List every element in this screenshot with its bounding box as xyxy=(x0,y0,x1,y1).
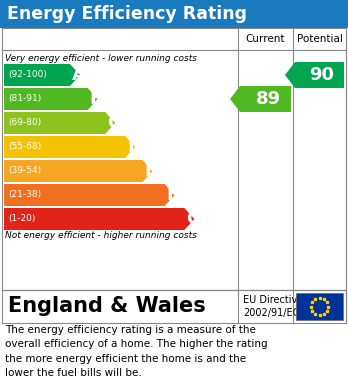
Text: F: F xyxy=(167,186,179,204)
Polygon shape xyxy=(4,208,195,230)
Text: (81-91): (81-91) xyxy=(8,95,41,104)
Text: Not energy efficient - higher running costs: Not energy efficient - higher running co… xyxy=(5,231,197,240)
Polygon shape xyxy=(4,88,97,110)
Text: (55-68): (55-68) xyxy=(8,142,41,151)
Text: England & Wales: England & Wales xyxy=(8,296,206,316)
Text: Very energy efficient - lower running costs: Very energy efficient - lower running co… xyxy=(5,54,197,63)
Polygon shape xyxy=(230,86,291,112)
Text: EU Directive
2002/91/EC: EU Directive 2002/91/EC xyxy=(243,295,303,318)
Text: B: B xyxy=(89,90,103,108)
Bar xyxy=(0,0,348,28)
Text: 89: 89 xyxy=(255,90,280,108)
Text: (39-54): (39-54) xyxy=(8,167,41,176)
Text: G: G xyxy=(187,210,201,228)
Polygon shape xyxy=(4,64,80,86)
Polygon shape xyxy=(4,184,175,206)
Text: (21-38): (21-38) xyxy=(8,190,41,199)
Polygon shape xyxy=(4,160,153,182)
Text: (92-100): (92-100) xyxy=(8,70,47,79)
Text: (69-80): (69-80) xyxy=(8,118,41,127)
Bar xyxy=(2,290,346,323)
Polygon shape xyxy=(4,136,135,158)
Text: Potential: Potential xyxy=(296,34,342,44)
Bar xyxy=(296,293,343,320)
Text: (1-20): (1-20) xyxy=(8,215,35,224)
Text: C: C xyxy=(107,114,120,132)
Text: E: E xyxy=(145,162,157,180)
Text: D: D xyxy=(127,138,142,156)
Text: 90: 90 xyxy=(309,66,334,84)
Text: A: A xyxy=(72,66,86,84)
Text: Current: Current xyxy=(246,34,285,44)
Text: The energy efficiency rating is a measure of the
overall efficiency of a home. T: The energy efficiency rating is a measur… xyxy=(5,325,268,378)
Text: Energy Efficiency Rating: Energy Efficiency Rating xyxy=(7,5,247,23)
Polygon shape xyxy=(285,62,344,88)
Polygon shape xyxy=(4,112,115,134)
Bar xyxy=(2,28,346,290)
